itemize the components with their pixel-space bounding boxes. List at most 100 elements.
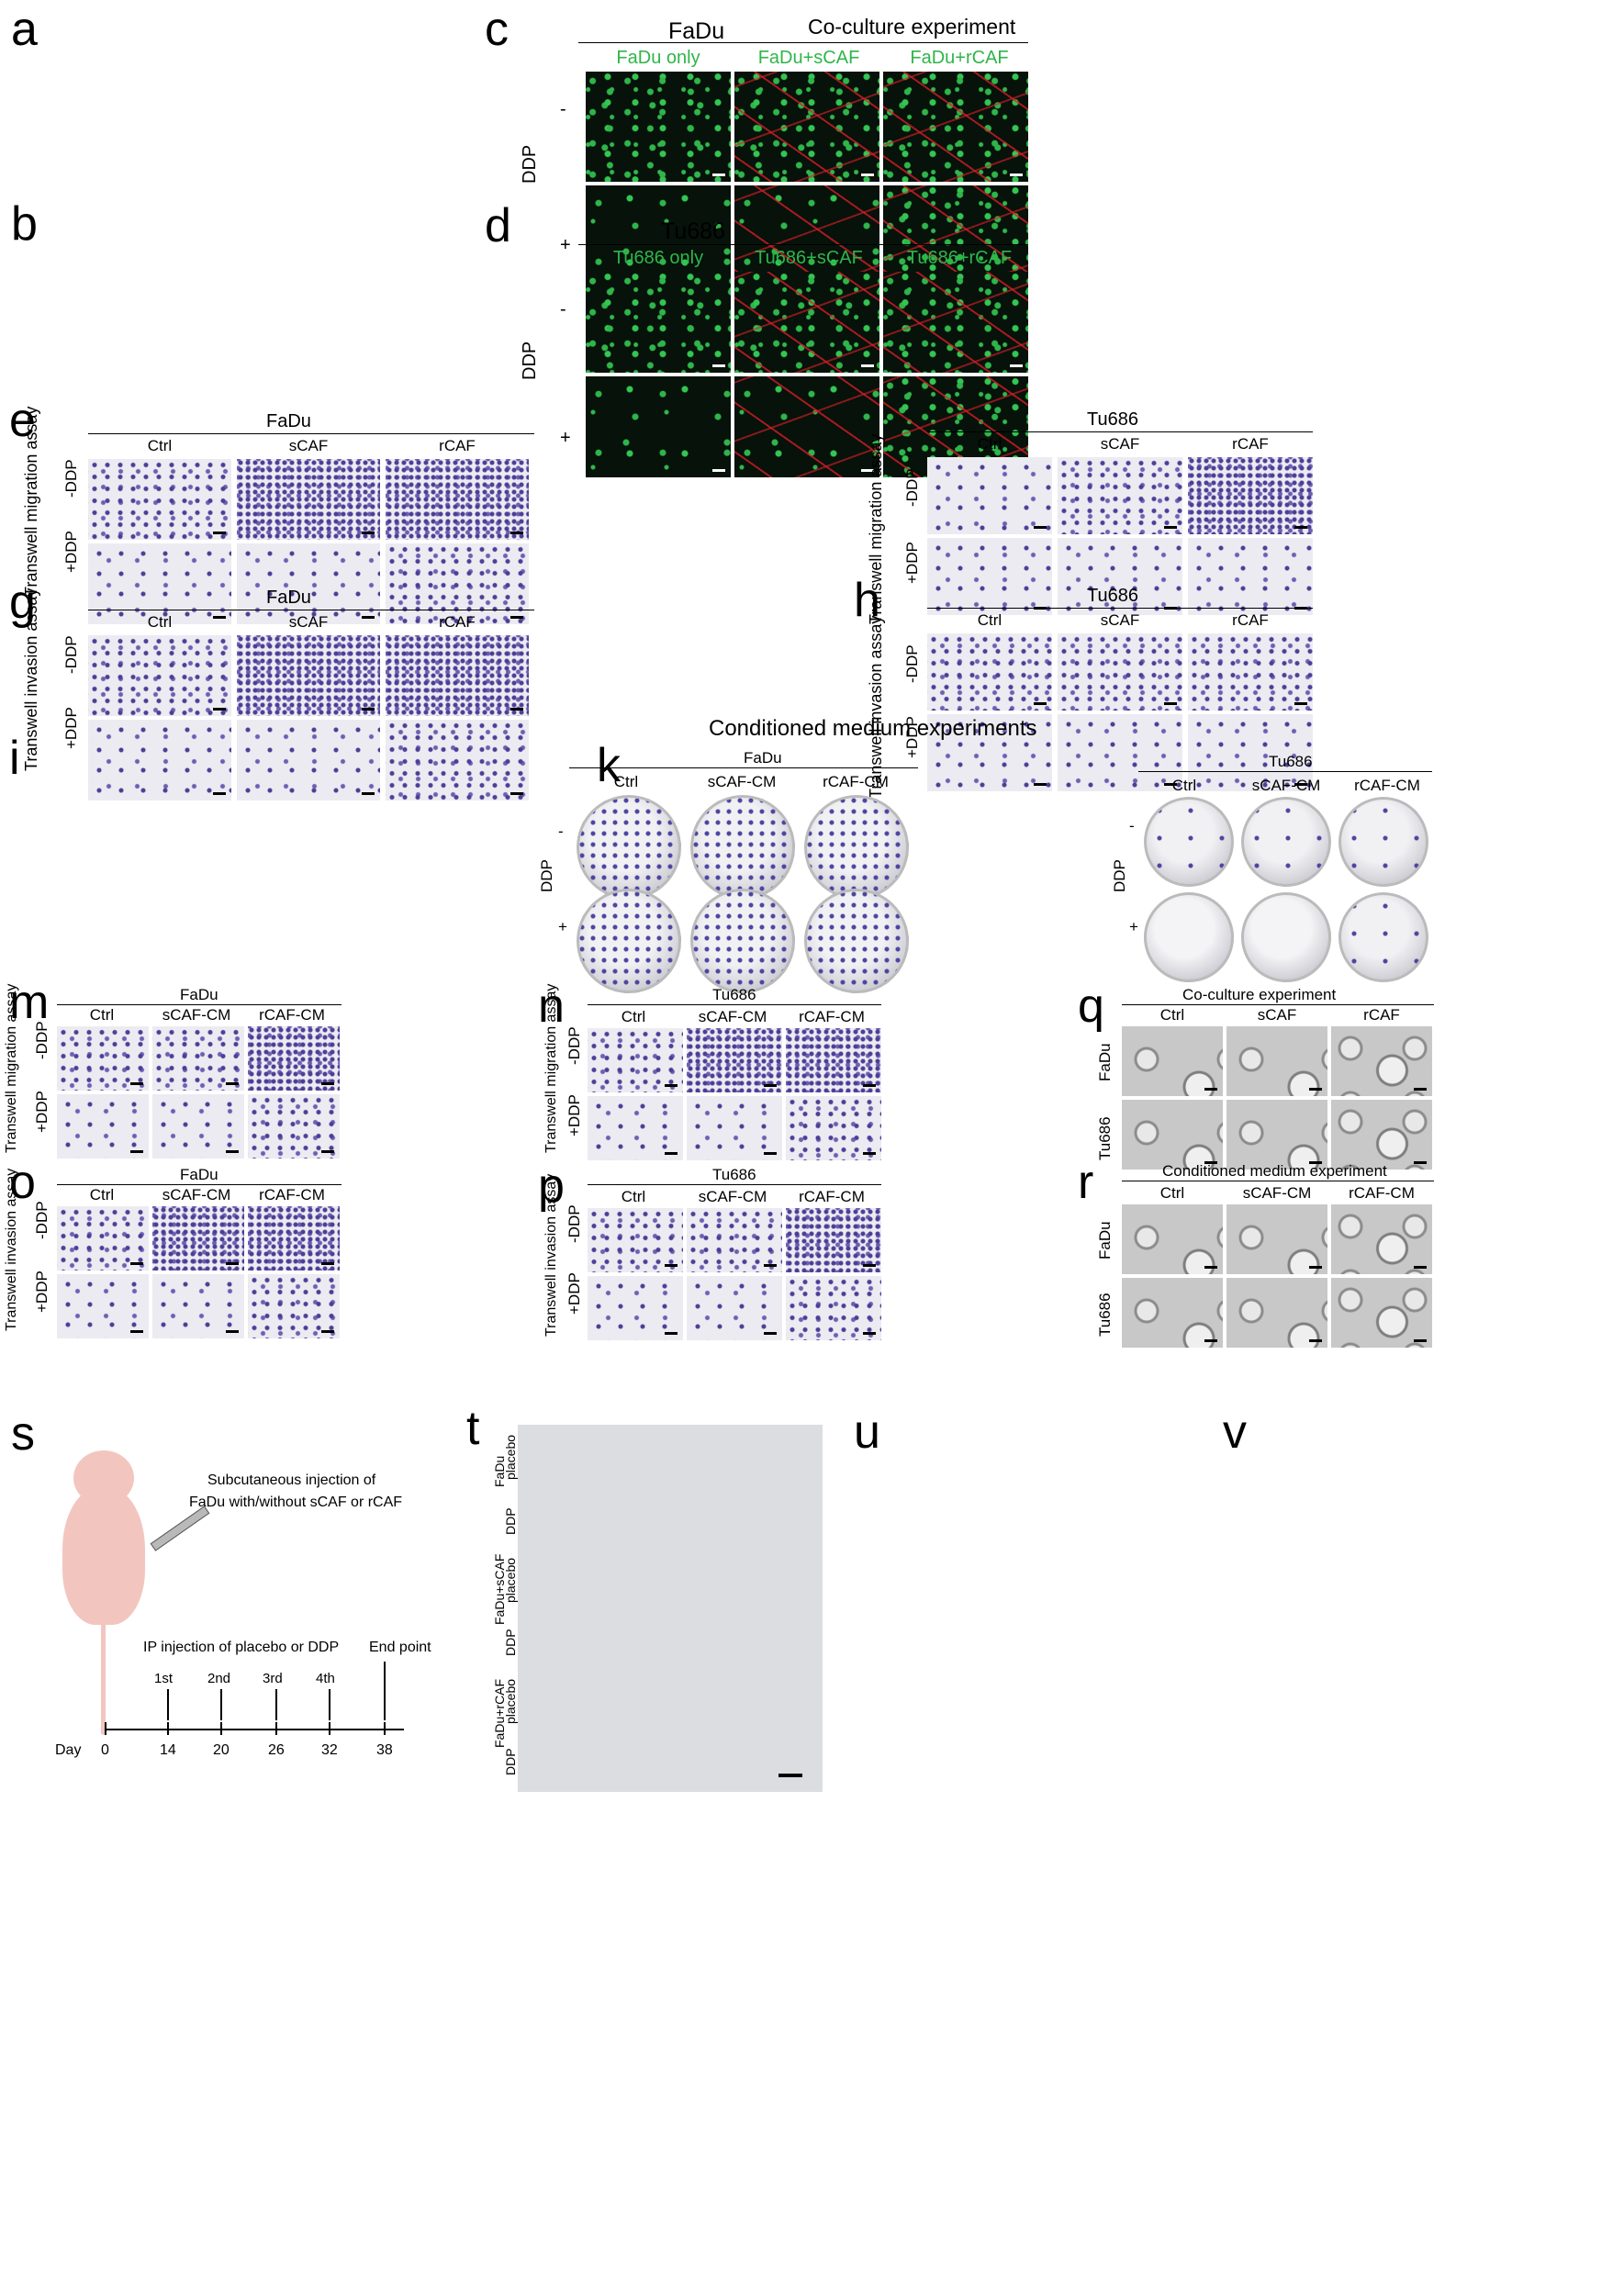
k-col-3: rCAF-CM xyxy=(823,773,889,790)
d-image-tu686-scaf-plus xyxy=(734,376,879,477)
h-col-1: Ctrl xyxy=(977,611,1002,629)
t-tumor-photo xyxy=(518,1425,823,1792)
s-injection-line-1: Subcutaneous injection of xyxy=(207,1472,376,1488)
p-col-1: Ctrl xyxy=(621,1188,646,1205)
o-row-minus: -DDP xyxy=(33,1201,50,1239)
s-dose-2: 2nd xyxy=(207,1671,231,1686)
l-row-minus: - xyxy=(1129,817,1135,834)
s-arrow-4 xyxy=(329,1689,330,1720)
g-side-label: Transwell invasion assay xyxy=(22,588,40,771)
q-row-1: FaDu xyxy=(1096,1043,1114,1081)
d-image-tu686-scaf-minus xyxy=(734,272,879,373)
m-title-rule xyxy=(57,1004,342,1005)
o-image-scaf-plus xyxy=(152,1274,244,1338)
chart-l xyxy=(1443,784,1622,949)
o-row-plus: +DDP xyxy=(33,1271,50,1313)
d-row-plus: + xyxy=(560,428,571,448)
k-dish-scaf-plus xyxy=(690,889,795,993)
q-col-2: sCAF xyxy=(1257,1006,1297,1024)
r-col-3: rCAF-CM xyxy=(1349,1184,1415,1202)
s-arrow-2 xyxy=(220,1689,222,1720)
s-schematic: Subcutaneous injection of FaDu with/with… xyxy=(28,1450,459,1781)
mouse-illustration xyxy=(62,1487,145,1625)
l-dish-ctrl-minus xyxy=(1144,797,1234,887)
o-image-ctrl-plus xyxy=(57,1274,149,1338)
p-cell-title: Tu686 xyxy=(712,1166,756,1183)
e-image-grid xyxy=(88,459,529,624)
g-cell-title: FaDu xyxy=(266,588,311,608)
p-image-scaf-plus xyxy=(687,1276,782,1340)
s-day-20: 20 xyxy=(213,1742,230,1758)
h-col-2: sCAF xyxy=(1100,611,1140,629)
r-image-fadu-rcaf xyxy=(1331,1204,1432,1274)
panel-label-r: r xyxy=(1078,1156,1094,1209)
s-day-32: 32 xyxy=(321,1742,338,1758)
n-col-2: sCAF-CM xyxy=(698,1008,767,1025)
o-title-rule xyxy=(57,1184,342,1185)
r-col-2: sCAF-CM xyxy=(1242,1184,1312,1202)
k-dish-ctrl-plus xyxy=(577,889,681,993)
m-col-1: Ctrl xyxy=(89,1006,115,1024)
c-col-2: FaDu+sCAF xyxy=(757,48,860,68)
chart-c2 xyxy=(1340,22,1620,210)
panel-label-c: c xyxy=(485,3,509,56)
q-title: Co-culture experiment xyxy=(1182,986,1337,1003)
panel-label-q: q xyxy=(1078,980,1104,1033)
e-image-scaf-minus xyxy=(237,459,380,540)
h-cell-title: Tu686 xyxy=(1087,586,1138,606)
m-image-rcaf-minus xyxy=(248,1026,340,1091)
chart-p xyxy=(887,1168,1075,1333)
h-title-rule xyxy=(927,608,1313,609)
e-cell-title: FaDu xyxy=(266,411,311,431)
k-dish-ctrl-minus xyxy=(577,795,681,900)
r-image-tu686-rcaf xyxy=(1331,1278,1432,1348)
t-row-1: placebo xyxy=(503,1434,518,1480)
chart-q2 xyxy=(1447,1080,1621,1190)
r-image-tu686-scaf xyxy=(1226,1278,1327,1348)
m-image-rcaf-plus xyxy=(248,1094,340,1159)
s-timeline-tick-3 xyxy=(275,1722,277,1735)
panel-label-e: e xyxy=(9,394,36,447)
e-col-1: Ctrl xyxy=(147,437,173,454)
f-image-rcaf-plus xyxy=(1188,538,1313,615)
r-image-grid xyxy=(1122,1204,1432,1348)
d-image-tu686-rcaf-minus xyxy=(883,272,1028,373)
s-day-38: 38 xyxy=(376,1742,393,1758)
m-image-ctrl-minus xyxy=(57,1026,149,1091)
s-day-14: 14 xyxy=(160,1742,176,1758)
f-image-ctrl-minus xyxy=(927,457,1052,534)
chart-f xyxy=(1324,409,1618,575)
q-title-rule xyxy=(1122,1004,1434,1005)
n-title-rule xyxy=(588,1004,881,1005)
chart-n xyxy=(887,988,1075,1153)
n-image-grid xyxy=(588,1028,881,1160)
g-row-minus: -DDP xyxy=(62,635,80,674)
s-arrow-end xyxy=(384,1662,386,1720)
r-image-fadu-scaf xyxy=(1226,1204,1327,1274)
p-image-ctrl-minus xyxy=(588,1208,683,1272)
chart-d1 xyxy=(1047,224,1345,421)
n-row-minus: -DDP xyxy=(566,1026,583,1065)
panel-label-u: u xyxy=(854,1405,880,1459)
o-image-grid xyxy=(57,1206,340,1338)
l-col-3: rCAF-CM xyxy=(1354,777,1420,794)
h-image-rcaf-plus xyxy=(1188,714,1313,791)
k-dish-scaf-minus xyxy=(690,795,795,900)
mouse-tail xyxy=(101,1623,106,1735)
l-dish-scaf-plus xyxy=(1241,892,1331,982)
g-image-rcaf-plus xyxy=(386,720,529,800)
q-image-grid xyxy=(1122,1026,1432,1170)
s-day-0: 0 xyxy=(101,1742,109,1758)
p-image-rcaf-plus xyxy=(786,1276,881,1340)
f-image-scaf-plus xyxy=(1058,538,1182,615)
l-dish-rcaf-minus xyxy=(1338,797,1428,887)
r-col-1: Ctrl xyxy=(1159,1184,1185,1202)
panel-label-h: h xyxy=(854,574,880,627)
t-tumor-grid xyxy=(518,1425,823,1792)
p-image-rcaf-minus xyxy=(786,1208,881,1272)
c-row-minus: - xyxy=(560,99,566,119)
f-side-label: Transwell migration assay xyxy=(867,433,885,624)
s-dose-4: 4th xyxy=(316,1671,335,1686)
n-cell-title: Tu686 xyxy=(712,986,756,1003)
q-row-2: Tu686 xyxy=(1096,1116,1114,1160)
